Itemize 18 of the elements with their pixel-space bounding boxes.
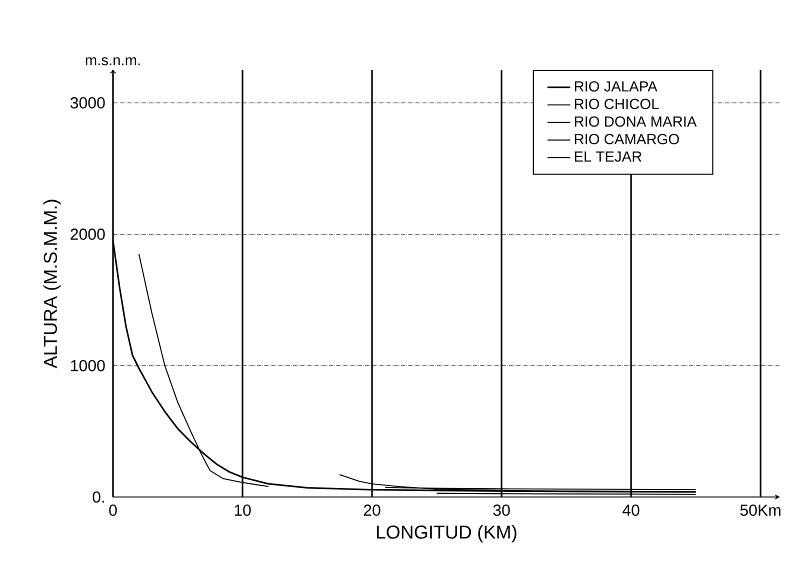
x-axis-title: LONGITUD (KM) (376, 525, 516, 542)
legend-label: RIO JALAPA (574, 81, 658, 92)
x-tick-label: 50Km (740, 504, 780, 516)
y-tick-label: 2000 (70, 228, 105, 240)
y-tick-label: 1000 (71, 360, 105, 372)
x-tick-label: 10 (234, 504, 251, 516)
legend-label: EL TEJAR (574, 152, 642, 162)
x-tick-label: 30 (493, 504, 510, 516)
x-tick-label: 40 (622, 504, 640, 516)
legend-label: RIO CHICOL (574, 98, 659, 110)
text: m.s.n.m. (86, 57, 140, 66)
legend-label: RIO CAMARGO (574, 134, 679, 144)
y-tick-label: 3000 (70, 97, 105, 108)
y-axis-title: ALTURA (M.S.M.M.) (43, 200, 61, 368)
y-tick-label: 0. (92, 491, 104, 503)
x-tick-label: 20 (364, 504, 380, 516)
x-tick-label: 0 (109, 504, 117, 516)
legend-label: RIO DONA MARIA (574, 116, 697, 127)
